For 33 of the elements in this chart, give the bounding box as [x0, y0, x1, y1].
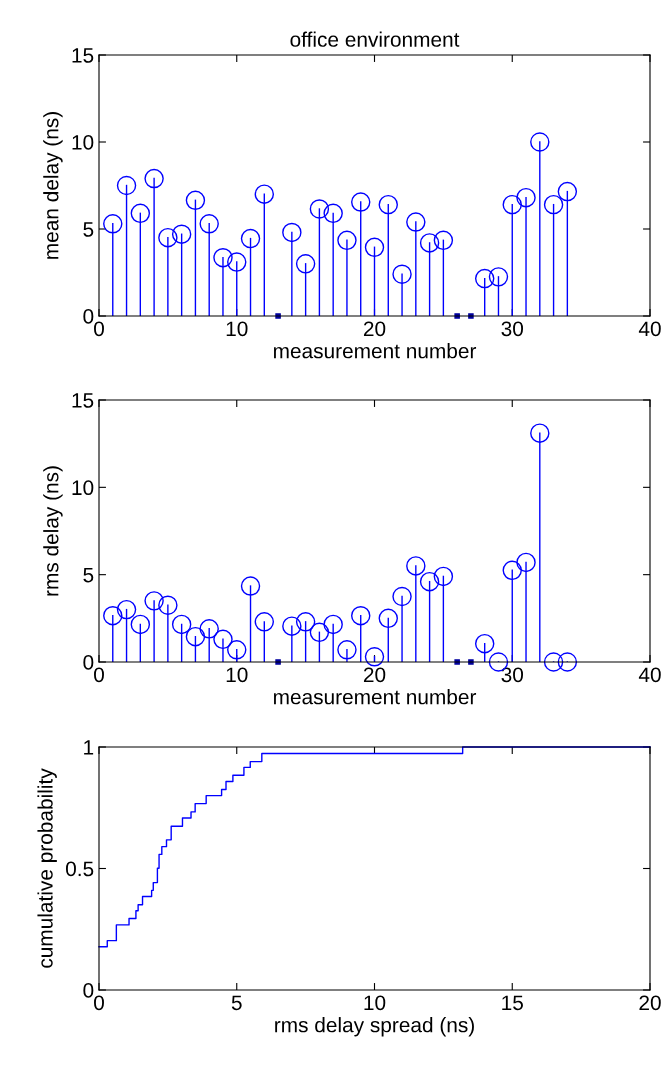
- y-tick-label: 0: [83, 309, 94, 324]
- x-tick-label: 40: [638, 321, 661, 337]
- x-tick-label: 30: [501, 667, 524, 683]
- y-tick-label: 0: [83, 655, 94, 670]
- x-tick-label: 40: [638, 667, 661, 683]
- x-tick-label: 20: [363, 667, 386, 683]
- y-tick-label: 15: [72, 393, 94, 408]
- x-tick-label: 15: [502, 995, 523, 1011]
- chart-title: office environment: [290, 31, 460, 47]
- x-tick-label: 5: [231, 995, 242, 1011]
- x-tick-label: 10: [226, 321, 248, 337]
- y-axis-title: rms delay (ns): [43, 466, 63, 596]
- x-axis-title: measurement number: [273, 343, 477, 359]
- x-tick-label: 10: [226, 667, 248, 683]
- x-tick-label: 10: [364, 995, 386, 1011]
- x-tick-label: 0: [94, 995, 104, 1011]
- x-tick-label: 0: [94, 667, 104, 683]
- y-axis-title: mean delay (ns): [43, 112, 63, 259]
- y-tick-label: 0.5: [65, 861, 94, 877]
- y-tick-label: 5: [83, 222, 94, 237]
- y-tick-label: 15: [72, 48, 94, 63]
- y-tick-label: 10: [72, 480, 94, 496]
- y-tick-label: 1: [84, 740, 94, 755]
- x-tick-label: 0: [94, 321, 104, 337]
- y-tick-label: 5: [83, 567, 94, 583]
- x-tick-label: 20: [363, 321, 386, 337]
- x-axis-title: measurement number: [273, 689, 477, 705]
- x-tick-label: 20: [639, 995, 661, 1011]
- y-tick-label: 0: [83, 983, 94, 998]
- y-axis-title: cumulative probability: [37, 768, 57, 968]
- x-axis-title: rms delay spread (ns): [275, 1017, 474, 1037]
- y-tick-label: 10: [72, 135, 94, 150]
- x-tick-label: 30: [501, 321, 524, 337]
